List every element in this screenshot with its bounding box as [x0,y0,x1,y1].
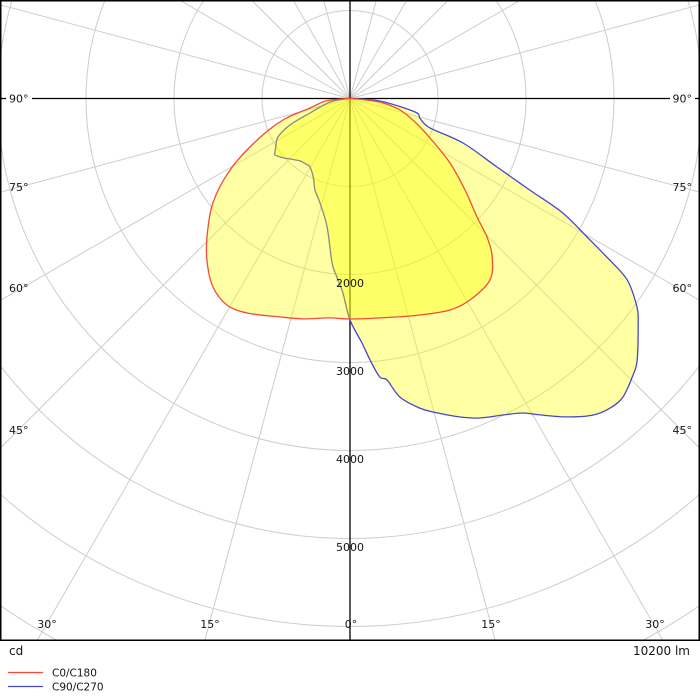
angle-labels-bottom: 30° 15° 0° 15° 30° [37,618,665,631]
angle-label-bottom-15l: 15° [200,618,220,631]
angle-label-right-75: 75° [673,181,693,194]
legend: C0/C180 C90/C270 [8,668,104,694]
angle-label-bottom-30r: 30° [645,618,665,631]
intensity-curves [205,97,639,419]
grid-radial-line [323,0,351,99]
ring-label-2000: 2000 [336,277,364,290]
angle-label-right-45: 45° [673,424,693,437]
grid-radial-line [349,98,700,302]
footer: cd 10200 lm [9,644,690,658]
angle-label-left-90: 90° [9,93,29,106]
grid-radial-line [349,0,377,99]
curve-c90-c270 [273,97,639,419]
grid-radial-line [36,98,351,641]
angle-label-bottom-0: 0° [345,618,358,631]
grid-radial-line [349,98,496,641]
legend-label-c90-c270: C90/C270 [52,682,104,694]
flux-label: 10200 lm [633,644,690,658]
grid-radial-line [349,98,700,450]
unit-label: cd [9,644,23,658]
legend-label-c0-c180: C0/C180 [52,668,97,680]
grid-radial-line [349,0,522,99]
grid-radial-line [0,98,351,302]
grid-radial-line [204,98,351,641]
curve-c0-c180 [205,97,494,320]
angle-label-bottom-30l: 30° [37,618,57,631]
angle-label-left-45: 45° [9,424,29,437]
grid-radial-line [178,0,351,99]
angle-label-left-75: 75° [9,181,29,194]
angle-label-right-60: 60° [673,282,693,295]
grid-radial-line [349,98,664,641]
ring-label-3000: 3000 [336,365,364,378]
grid-radial-line [0,98,351,450]
angle-labels-right: 90° 75° 60° 45° [673,93,693,438]
angle-label-left-60: 60° [9,282,29,295]
grid-radial-line [0,4,351,99]
grid-radial-line [349,4,700,99]
angle-labels-left: 90° 75° 60° 45° [9,93,29,438]
plot-border [0,0,700,641]
grid-radial-line [349,98,700,193]
grid-radial-line [0,98,351,193]
ring-labels: 2000 3000 4000 5000 [336,277,364,554]
angle-label-bottom-15r: 15° [481,618,501,631]
ring-label-5000: 5000 [336,541,364,554]
ring-label-4000: 4000 [336,453,364,466]
angle-label-right-90: 90° [673,93,693,106]
